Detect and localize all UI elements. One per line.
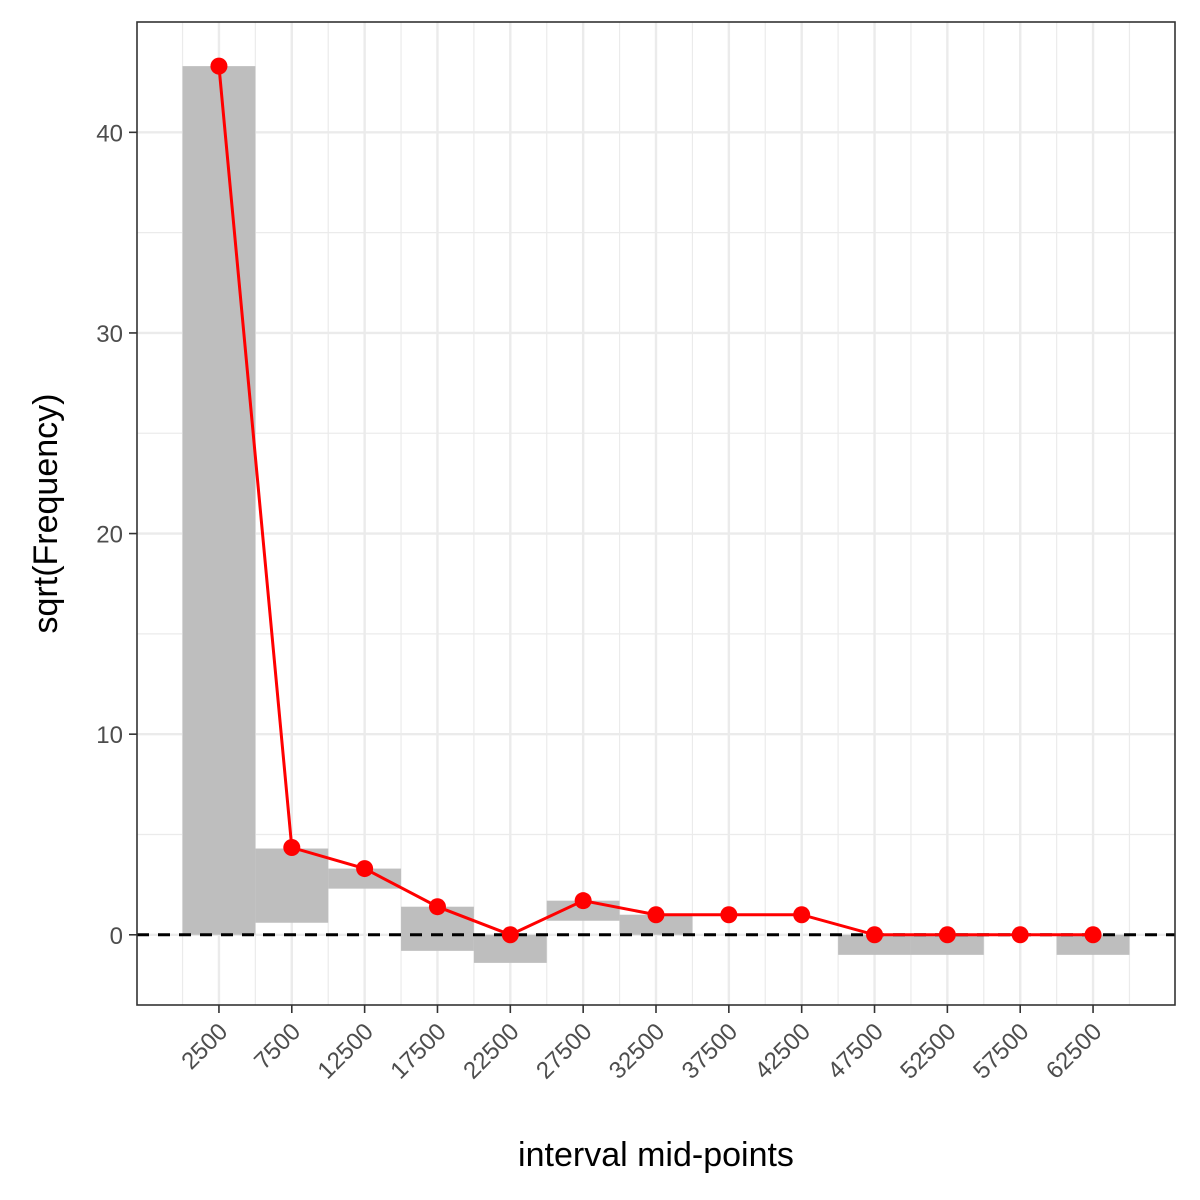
y-tick-label: 30: [96, 321, 123, 348]
point-2500: [210, 57, 228, 75]
bar-62500: [1056, 934, 1130, 955]
point-52500: [938, 926, 956, 944]
y-axis-ticks: 0 10 20 30 40: [96, 120, 137, 950]
hanging-bars: [182, 66, 1130, 963]
y-tick-label: 20: [96, 522, 123, 549]
point-62500: [1084, 926, 1102, 944]
bar-2500: [182, 66, 256, 935]
y-tick-label: 40: [96, 120, 123, 147]
bar-7500: [255, 848, 329, 923]
point-17500: [428, 898, 446, 916]
point-47500: [866, 926, 884, 944]
point-42500: [793, 906, 811, 924]
bar-47500: [838, 934, 911, 955]
fitted-points: [210, 57, 1102, 944]
y-tick-label: 0: [110, 923, 123, 950]
point-22500: [501, 926, 519, 944]
bar-32500: [619, 914, 693, 935]
point-27500: [574, 892, 592, 910]
y-tick-label: 10: [96, 722, 123, 749]
point-32500: [647, 906, 665, 924]
bar-12500: [328, 868, 402, 889]
minor-gridlines: [137, 22, 1175, 1005]
point-57500: [1011, 926, 1029, 944]
point-37500: [720, 906, 738, 924]
point-7500: [283, 839, 301, 857]
point-12500: [356, 860, 374, 878]
y-axis-title: sqrt(Frequency): [27, 394, 65, 634]
bar-52500: [910, 934, 984, 955]
x-axis-title: interval mid-points: [518, 1136, 794, 1174]
